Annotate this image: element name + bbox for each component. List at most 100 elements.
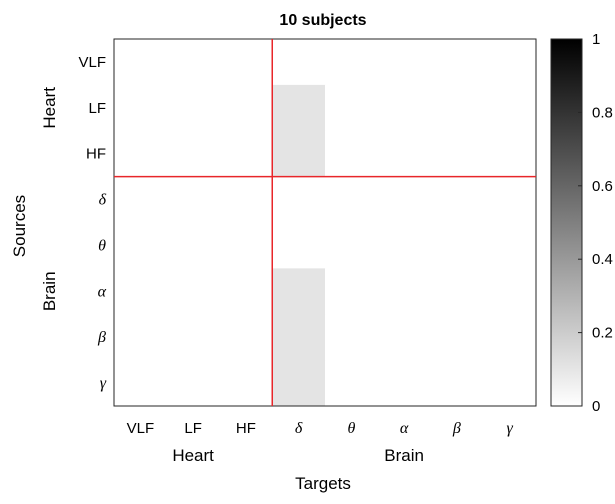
y-tick-label: δ [99,192,107,209]
heatmap-cell [166,360,220,407]
colorbar-tick-label: 0.8 [592,104,613,121]
colorbar-tick-label: 0.4 [592,251,613,268]
heatmap-cell [430,176,484,223]
heatmap-cell [483,314,537,361]
heatmap-cell [272,176,326,223]
heatmap-cell [377,222,431,269]
y-tick-label: VLF [78,54,106,71]
heatmap-cell [430,84,484,132]
y-group-label: Brain [40,271,59,311]
heatmap-cell [377,268,431,315]
heatmap-cell [483,84,537,132]
x-axis-label: Targets [295,474,351,493]
heatmap-cell [377,130,431,177]
heatmap-cell [166,222,220,269]
x-tick-label: θ [347,420,355,437]
heatmap-cell [114,39,168,86]
heatmap-cell [272,130,326,177]
heatmap-cell [219,39,273,86]
heatmap-cell [166,314,220,361]
heatmap-cell [114,314,168,361]
y-tick-label: γ [100,375,107,392]
heatmap-cells [114,39,537,407]
heatmap-cell [114,130,168,177]
heatmap-cell [430,268,484,315]
y-tick-label: LF [88,100,106,117]
y-group-label: Heart [40,87,59,129]
heatmap-cell [377,84,431,132]
heatmap-cell [272,222,326,269]
heatmap-cell [219,314,273,361]
heatmap-cell [325,314,379,361]
x-tick-label: VLF [127,420,155,437]
colorbar-tick-label: 0 [592,398,600,415]
heatmap-cell [430,39,484,86]
heatmap-cell [430,314,484,361]
heatmap-cell [114,360,168,407]
group-dividers [114,39,536,406]
heatmap-cell [325,360,379,407]
heatmap-cell [219,84,273,132]
x-tick-label: HF [236,420,256,437]
heatmap-cell [166,130,220,177]
heatmap-cell [272,314,326,361]
x-tick-label: β [452,420,461,437]
heatmap-cell [114,176,168,223]
heatmap-cell [325,130,379,177]
heatmap-cell [325,268,379,315]
heatmap-cell [166,84,220,132]
heatmap-cell [377,360,431,407]
heatmap-cell [114,222,168,269]
x-tick-label: δ [295,420,303,437]
heatmap-cell [377,176,431,223]
x-group-label: Brain [384,446,424,465]
y-tick-label: θ [98,237,106,254]
heatmap-cell [272,268,326,315]
heatmap-cell [114,84,168,132]
heatmap-cell [377,314,431,361]
colorbar-tick-label: 0.6 [592,178,613,195]
plot-frame [113,38,537,407]
heatmap-cell [483,130,537,177]
heatmap-cell [219,360,273,407]
colorbar-tick-label: 1 [592,31,600,48]
heatmap-cell [430,360,484,407]
x-tick-label: γ [506,420,513,437]
heatmap-cell [272,84,326,132]
heatmap-cell [219,176,273,223]
heatmap-cell [483,360,537,407]
group-labels: Heart Brain Heart Brain [40,87,424,465]
heatmap-cell [114,268,168,315]
heatmap-cell [483,39,537,86]
heatmap-cell [166,39,220,86]
y-axis-label: Sources [10,195,29,257]
y-tick-label: α [98,283,107,300]
heatmap-cell [325,84,379,132]
chart-title: 10 subjects [279,12,366,29]
y-tick-label: β [97,329,106,346]
y-tick-label: HF [86,146,106,163]
heatmap-cell [430,130,484,177]
heatmap-cell [483,176,537,223]
heatmap-cell [166,176,220,223]
x-tick-label: α [400,420,409,437]
heatmap-cell [272,39,326,86]
heatmap-cell [483,222,537,269]
heatmap-cell [325,39,379,86]
colorbar-tick-label: 0.2 [592,325,613,342]
heatmap-cell [325,176,379,223]
heatmap-cell [219,222,273,269]
heatmap-cell [166,268,220,315]
heatmap-cell [430,222,484,269]
heatmap-cell [219,130,273,177]
colorbar [550,38,583,407]
heatmap-cell [272,360,326,407]
x-group-label: Heart [172,446,214,465]
heatmap-cell [219,268,273,315]
y-tick-labels: VLF LF HF δ θ α β γ [78,54,106,392]
heatmap-cell [377,39,431,86]
heatmap-cell [483,268,537,315]
x-tick-labels: VLF LF HF δ θ α β γ [127,420,514,437]
x-tick-label: LF [184,420,202,437]
heatmap-cell [325,222,379,269]
